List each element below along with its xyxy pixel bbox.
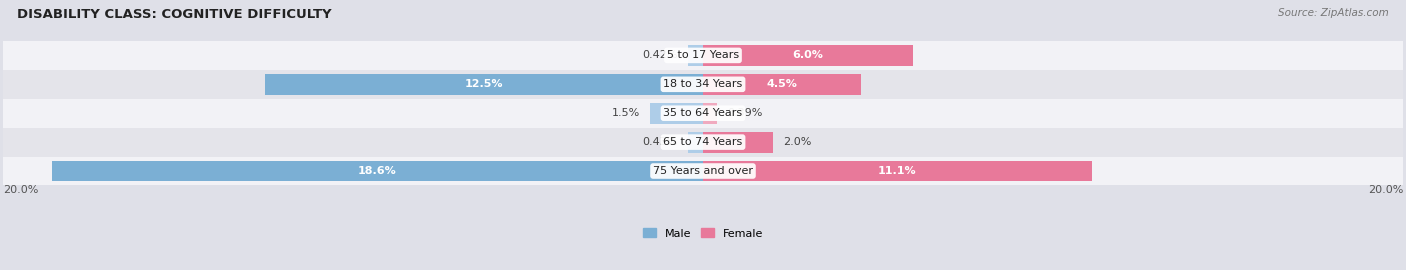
Bar xyxy=(703,74,860,95)
Bar xyxy=(3,70,1403,99)
Bar xyxy=(3,128,1403,157)
Text: 5 to 17 Years: 5 to 17 Years xyxy=(666,50,740,60)
Text: 0.43%: 0.43% xyxy=(643,137,678,147)
Bar xyxy=(3,99,1403,128)
Text: 75 Years and over: 75 Years and over xyxy=(652,166,754,176)
Text: 18.6%: 18.6% xyxy=(359,166,396,176)
Text: Source: ZipAtlas.com: Source: ZipAtlas.com xyxy=(1278,8,1389,18)
Text: 0.42%: 0.42% xyxy=(643,50,678,60)
Bar xyxy=(3,157,1403,185)
Text: 2.0%: 2.0% xyxy=(783,137,811,147)
Bar xyxy=(703,132,773,153)
Bar xyxy=(651,103,703,124)
Bar xyxy=(703,103,717,124)
Bar xyxy=(3,41,1403,70)
Bar xyxy=(703,161,1091,181)
Text: 6.0%: 6.0% xyxy=(793,50,824,60)
Bar xyxy=(689,45,703,66)
Text: 20.0%: 20.0% xyxy=(1368,185,1403,195)
Bar xyxy=(688,132,703,153)
Text: 18 to 34 Years: 18 to 34 Years xyxy=(664,79,742,89)
Bar xyxy=(52,161,703,181)
Text: DISABILITY CLASS: COGNITIVE DIFFICULTY: DISABILITY CLASS: COGNITIVE DIFFICULTY xyxy=(17,8,332,21)
Text: 65 to 74 Years: 65 to 74 Years xyxy=(664,137,742,147)
Text: 4.5%: 4.5% xyxy=(766,79,797,89)
Text: 11.1%: 11.1% xyxy=(877,166,917,176)
Legend: Male, Female: Male, Female xyxy=(638,224,768,243)
Bar xyxy=(266,74,703,95)
Text: 35 to 64 Years: 35 to 64 Years xyxy=(664,108,742,118)
Text: 1.5%: 1.5% xyxy=(612,108,640,118)
Text: 12.5%: 12.5% xyxy=(465,79,503,89)
Text: 20.0%: 20.0% xyxy=(3,185,38,195)
Text: 0.39%: 0.39% xyxy=(727,108,762,118)
Bar xyxy=(703,45,912,66)
